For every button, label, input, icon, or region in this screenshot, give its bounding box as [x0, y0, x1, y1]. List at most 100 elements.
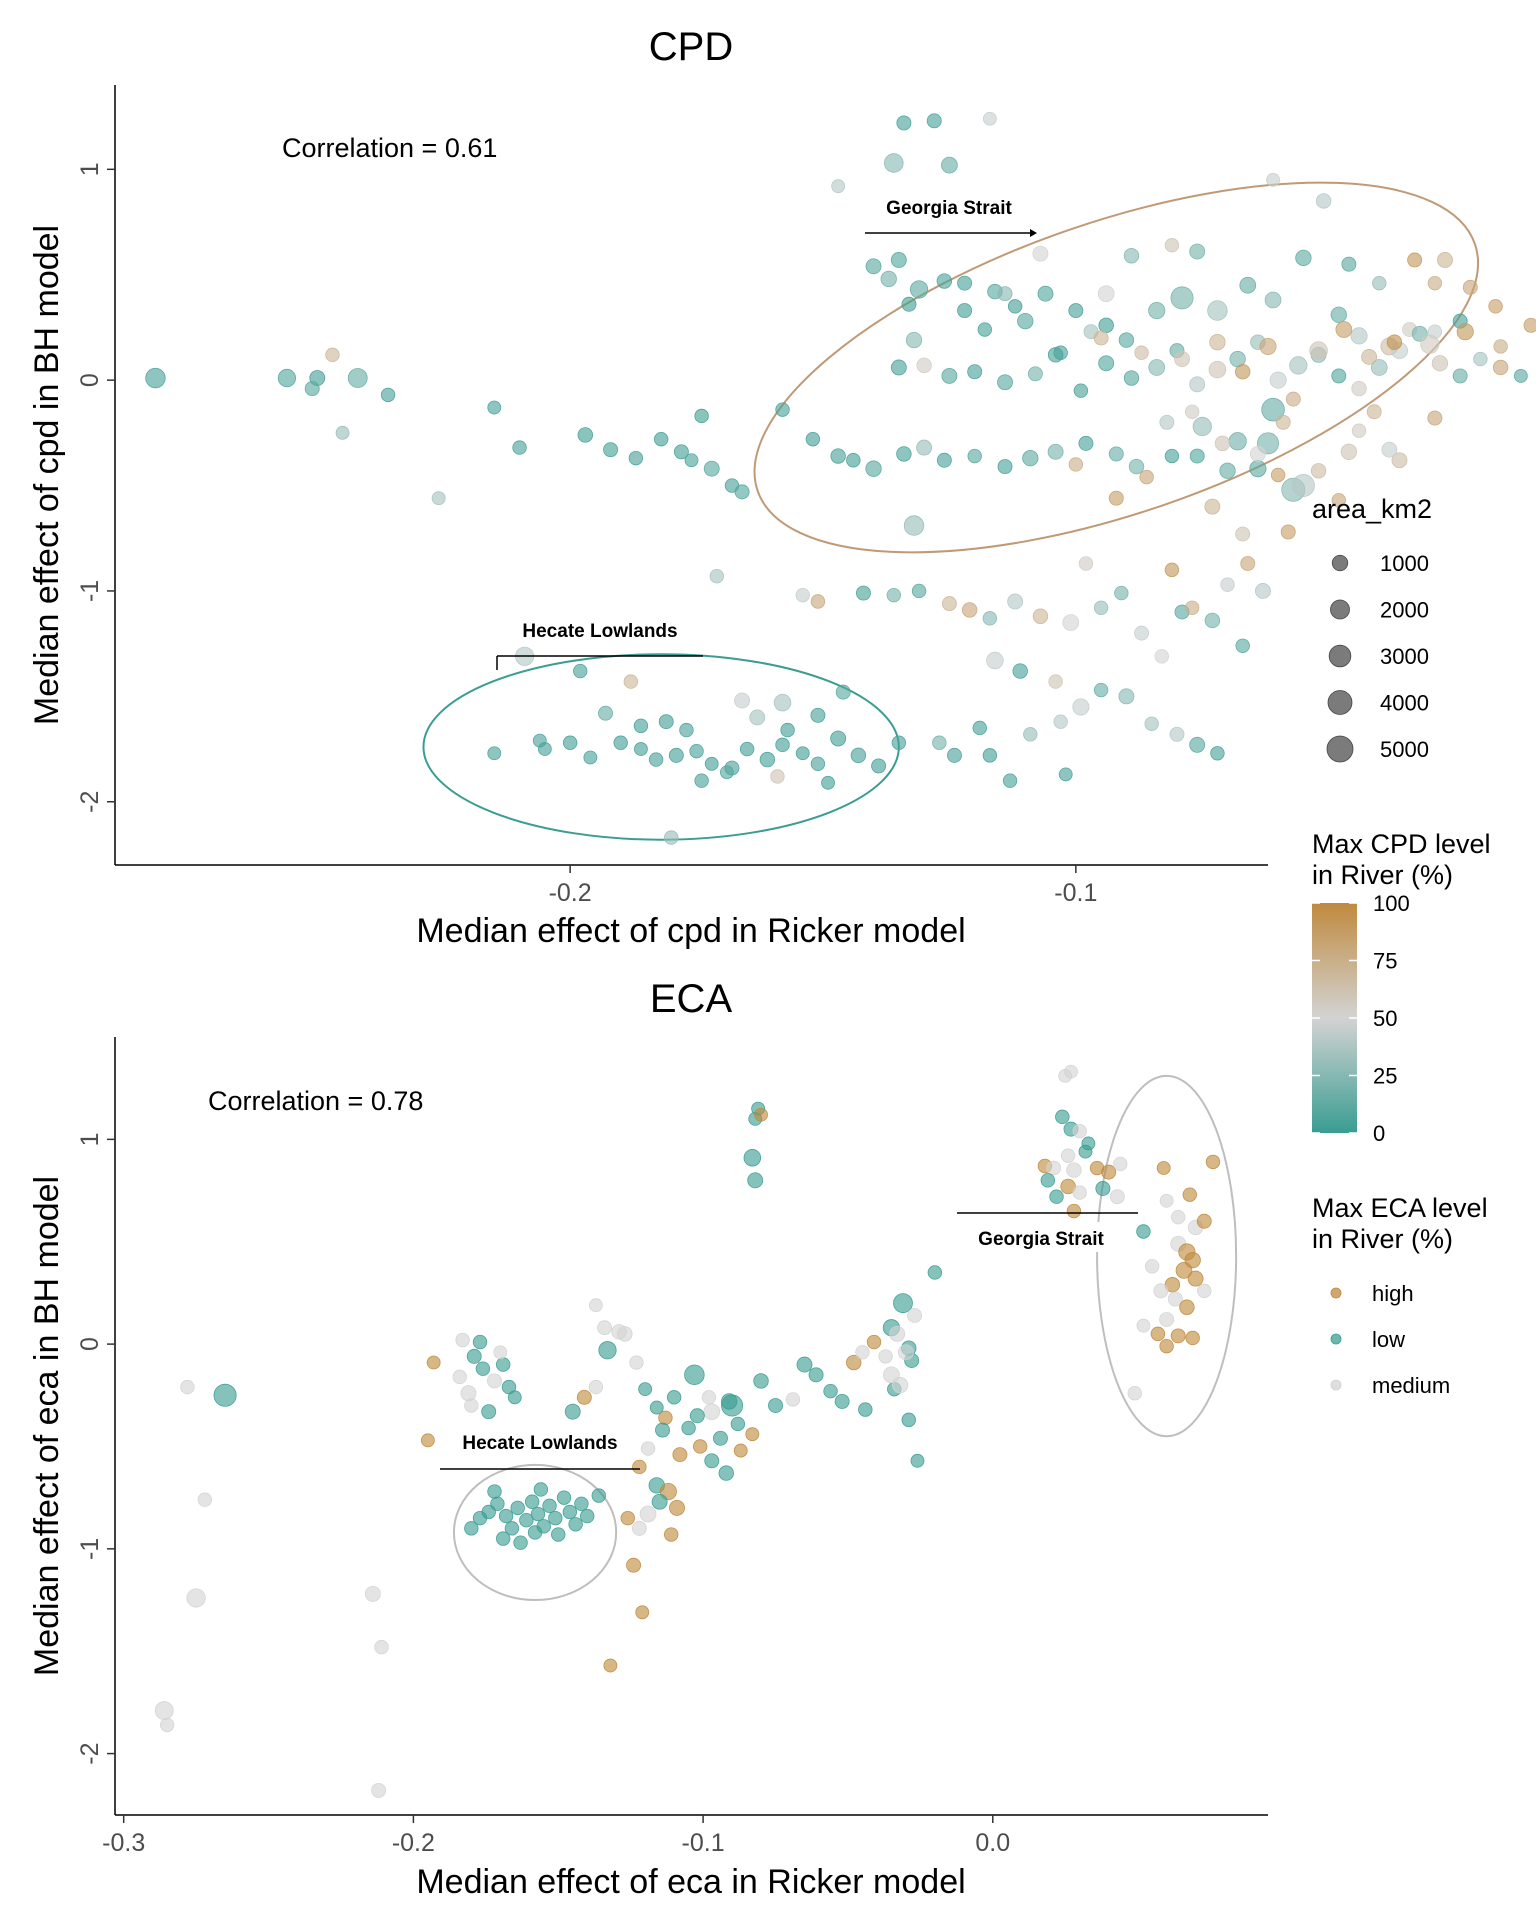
data-point — [1452, 368, 1468, 384]
data-point — [1153, 1283, 1169, 1299]
data-point — [982, 111, 997, 126]
data-point — [901, 296, 917, 312]
data-point — [734, 692, 751, 709]
data-point — [903, 515, 925, 536]
data-point — [513, 1535, 528, 1550]
data-point — [834, 1393, 850, 1409]
y-ticks: -2 -1 0 1 — [76, 1132, 115, 1765]
data-point — [684, 453, 699, 468]
data-point — [977, 322, 992, 337]
data-point — [1205, 1154, 1221, 1170]
data-point — [858, 1402, 873, 1417]
data-point — [1249, 460, 1267, 478]
size-legend-label: 4000 — [1380, 691, 1429, 716]
data-point — [1207, 300, 1228, 321]
data-point — [982, 611, 998, 626]
data-point — [785, 1392, 801, 1407]
data-point — [583, 750, 598, 765]
data-point — [1144, 716, 1159, 731]
x-tick-label: 0.0 — [975, 1829, 1010, 1857]
x-axis-label: Median effect of cpd in Ricker model — [416, 912, 965, 950]
data-point — [380, 387, 396, 403]
data-point — [1280, 524, 1296, 540]
data-point — [910, 1453, 925, 1468]
correlation-label: Correlation = 0.78 — [208, 1086, 423, 1116]
gradient-tick-label: 100 — [1373, 891, 1410, 916]
data-point — [846, 453, 861, 468]
data-point — [1066, 1203, 1082, 1219]
data-point — [658, 714, 674, 730]
data-point — [926, 113, 942, 129]
size-legend-key — [1331, 554, 1349, 572]
data-point — [905, 331, 923, 349]
y-tick-label: 0 — [76, 1337, 104, 1351]
data-point — [664, 830, 679, 845]
cpd-panel: CPD Correlation = 0.61 Georgia Strait He… — [28, 25, 1536, 950]
data-point — [1060, 1148, 1076, 1163]
data-point — [703, 1403, 721, 1421]
x-tick-label: -0.3 — [102, 1829, 145, 1857]
data-point — [1315, 193, 1332, 209]
data-point — [1285, 391, 1301, 407]
data-point — [277, 368, 297, 388]
data-point — [1159, 1193, 1174, 1208]
georgia-strait-arrowhead — [1030, 229, 1037, 237]
data-point — [1136, 1318, 1151, 1333]
data-point — [472, 1334, 488, 1350]
data-point — [713, 1430, 728, 1446]
data-point — [1007, 593, 1024, 610]
data-point — [512, 440, 527, 455]
y-tick-label: 0 — [76, 373, 104, 387]
data-point — [487, 746, 502, 761]
x-axis-label: Median effect of eca in Ricker model — [416, 1863, 965, 1901]
panel-title: CPD — [649, 25, 733, 69]
size-legend-label: 2000 — [1380, 598, 1429, 623]
category-legend-title-line2: in River (%) — [1312, 1224, 1453, 1254]
data-point — [580, 1508, 595, 1524]
data-point — [810, 756, 826, 772]
data-point — [1108, 446, 1124, 462]
data-point — [1150, 1326, 1166, 1342]
data-point — [648, 752, 664, 767]
data-point — [1123, 248, 1140, 264]
data-point — [1023, 727, 1038, 742]
data-point — [730, 1416, 746, 1432]
georgia-strait-label-box — [962, 1222, 1124, 1252]
data-point — [961, 602, 978, 618]
y-axis-label: Median effect of eca in BH model — [28, 1176, 66, 1676]
data-point — [1456, 323, 1474, 341]
data-point — [1127, 1386, 1142, 1401]
data-point — [896, 115, 912, 131]
data-point — [1309, 341, 1328, 360]
data-point — [703, 460, 720, 477]
category-legend-label: high — [1372, 1281, 1414, 1306]
data-point — [496, 1357, 511, 1372]
y-tick-label: -1 — [76, 580, 104, 602]
data-point — [1139, 469, 1154, 485]
data-point — [1101, 1164, 1117, 1180]
data-point — [896, 446, 912, 462]
gradient-tick-label: 50 — [1373, 1006, 1397, 1031]
data-point — [576, 1389, 592, 1405]
data-point — [1289, 356, 1308, 375]
data-point — [1437, 252, 1453, 268]
hecate-lowlands-label-box — [505, 614, 695, 646]
data-point — [1239, 276, 1257, 294]
data-point — [633, 718, 649, 734]
data-point — [1427, 275, 1443, 291]
data-point — [1040, 1173, 1056, 1188]
data-point — [1184, 600, 1200, 616]
data-point — [664, 1527, 679, 1542]
data-point — [1269, 371, 1287, 389]
data-point — [770, 769, 785, 784]
data-point — [704, 1453, 720, 1469]
data-point — [997, 374, 1013, 391]
data-point — [1073, 383, 1089, 398]
data-point — [603, 1658, 618, 1673]
hecate-lowlands-label-box — [444, 1426, 634, 1458]
category-legend: high low medium — [1330, 1281, 1450, 1398]
data-point — [1072, 698, 1090, 716]
data-point — [855, 585, 871, 601]
gradient-legend-title-line1: Max CPD level — [1312, 829, 1491, 859]
hecate-lowlands-ellipse — [452, 1463, 618, 1602]
